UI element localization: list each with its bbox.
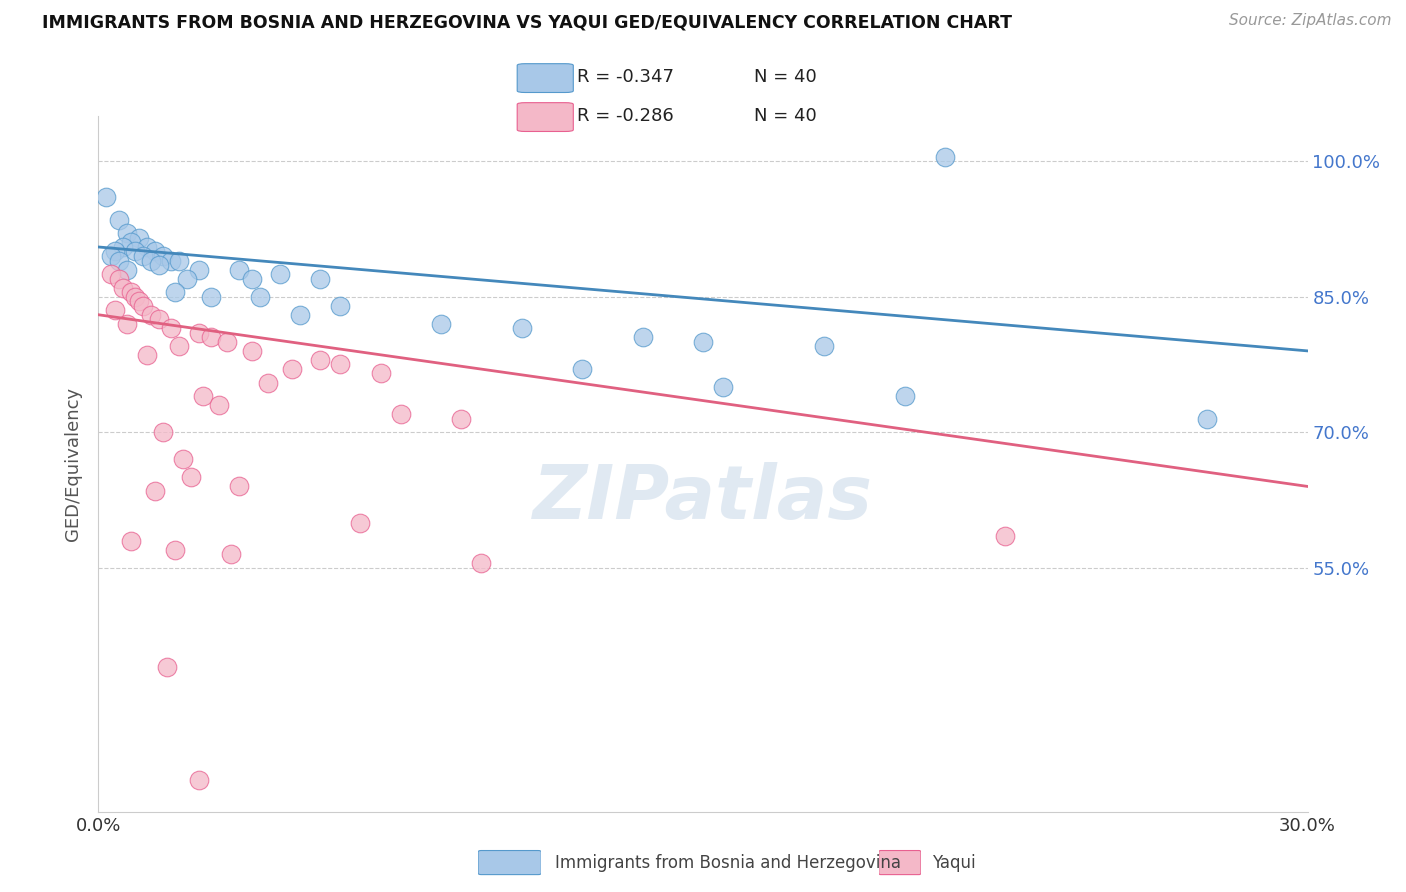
Point	[132, 299, 155, 313]
FancyBboxPatch shape	[517, 103, 574, 131]
Point	[450, 411, 472, 425]
Point	[100, 267, 122, 281]
Text: Yaqui: Yaqui	[932, 854, 976, 871]
Point	[228, 262, 250, 277]
Point	[160, 253, 183, 268]
Point	[120, 533, 142, 548]
Point	[692, 334, 714, 349]
Point	[156, 660, 179, 674]
Point	[152, 425, 174, 440]
Point	[180, 470, 202, 484]
Point	[107, 212, 129, 227]
Text: N = 40: N = 40	[754, 107, 817, 125]
Point	[139, 253, 162, 268]
Y-axis label: GED/Equivalency: GED/Equivalency	[65, 387, 83, 541]
Point	[167, 253, 190, 268]
Point	[200, 330, 222, 344]
Point	[934, 150, 956, 164]
Point	[893, 389, 915, 403]
Point	[107, 271, 129, 285]
Text: N = 40: N = 40	[754, 69, 817, 87]
Point	[329, 358, 352, 372]
Point	[631, 330, 654, 344]
Point	[249, 290, 271, 304]
Point	[135, 240, 157, 254]
Point	[217, 334, 239, 349]
Point	[349, 516, 371, 530]
Point	[269, 267, 291, 281]
Text: R = -0.347: R = -0.347	[578, 69, 675, 87]
Point	[124, 290, 146, 304]
Point	[111, 240, 134, 254]
Point	[160, 321, 183, 335]
Point	[135, 348, 157, 362]
Text: ZIPatlas: ZIPatlas	[533, 462, 873, 535]
Point	[143, 483, 166, 498]
Point	[281, 362, 304, 376]
Point	[200, 290, 222, 304]
Point	[107, 253, 129, 268]
Point	[176, 271, 198, 285]
Point	[115, 227, 138, 241]
Point	[240, 343, 263, 358]
Point	[711, 380, 734, 394]
Point	[256, 376, 278, 390]
Point	[148, 258, 170, 272]
FancyBboxPatch shape	[517, 63, 574, 93]
Point	[813, 339, 835, 353]
Point	[188, 773, 211, 788]
Point	[115, 317, 138, 331]
Point	[994, 529, 1017, 543]
Point	[139, 308, 162, 322]
Point	[228, 479, 250, 493]
Point	[167, 339, 190, 353]
Text: R = -0.286: R = -0.286	[578, 107, 673, 125]
Text: Source: ZipAtlas.com: Source: ZipAtlas.com	[1229, 13, 1392, 29]
Point	[103, 303, 125, 318]
Point	[240, 271, 263, 285]
Text: Immigrants from Bosnia and Herzegovina: Immigrants from Bosnia and Herzegovina	[555, 854, 901, 871]
Point	[188, 262, 211, 277]
Point	[96, 190, 118, 204]
Point	[111, 280, 134, 294]
Point	[120, 235, 142, 250]
Point	[208, 398, 231, 412]
Point	[100, 249, 122, 263]
Point	[163, 285, 186, 300]
Point	[115, 262, 138, 277]
Point	[370, 367, 392, 381]
Point	[309, 353, 332, 368]
Point	[172, 452, 194, 467]
Point	[470, 556, 492, 570]
FancyBboxPatch shape	[879, 851, 921, 874]
Point	[329, 299, 352, 313]
Point	[124, 244, 146, 259]
Point	[389, 407, 412, 421]
Point	[288, 308, 311, 322]
Point	[188, 326, 211, 340]
Point	[143, 244, 166, 259]
Text: IMMIGRANTS FROM BOSNIA AND HERZEGOVINA VS YAQUI GED/EQUIVALENCY CORRELATION CHAR: IMMIGRANTS FROM BOSNIA AND HERZEGOVINA V…	[42, 13, 1012, 31]
Point	[221, 547, 243, 561]
Point	[193, 389, 215, 403]
Point	[430, 317, 453, 331]
Point	[103, 244, 125, 259]
Point	[510, 321, 533, 335]
Point	[152, 249, 174, 263]
Point	[148, 312, 170, 326]
Point	[1195, 411, 1218, 425]
Point	[309, 271, 332, 285]
Point	[132, 249, 155, 263]
Point	[120, 285, 142, 300]
Point	[571, 362, 593, 376]
Point	[128, 231, 150, 245]
FancyBboxPatch shape	[478, 851, 541, 874]
Point	[163, 542, 186, 557]
Point	[128, 294, 150, 309]
